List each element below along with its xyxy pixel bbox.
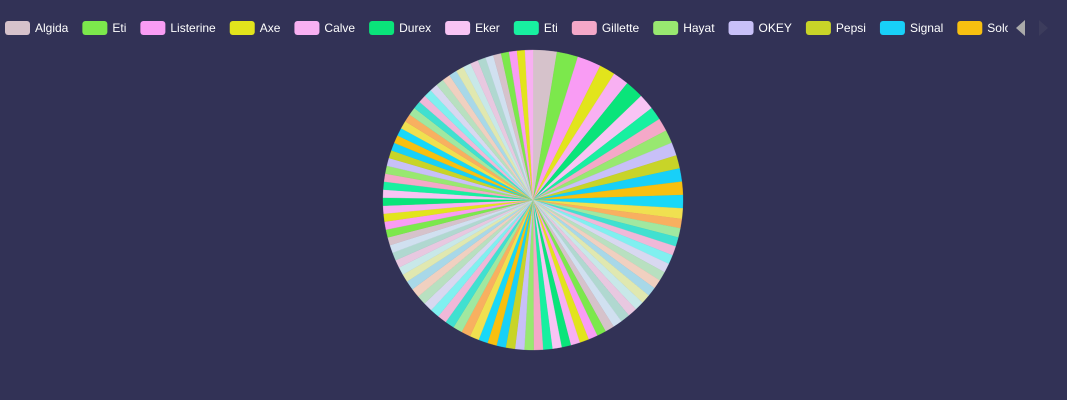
- legend-swatch: [805, 21, 831, 35]
- legend-label: Gillette: [602, 21, 640, 35]
- legend-label: Eti: [544, 21, 558, 35]
- legend-prev[interactable]: [1016, 20, 1025, 36]
- legend-label: Eker: [475, 21, 500, 35]
- legend-swatch: [294, 21, 320, 35]
- legend-swatch: [879, 21, 905, 35]
- legend-label: Signal: [910, 21, 943, 35]
- legend-next[interactable]: [1039, 20, 1048, 36]
- legend-label: Durex: [399, 21, 431, 35]
- legend-label: Solo: [987, 21, 1011, 35]
- legend-swatch: [513, 21, 539, 35]
- legend-swatch: [229, 21, 255, 35]
- legend-label: Z: [1055, 21, 1062, 35]
- legend-label: Listerine: [170, 21, 216, 35]
- legend-swatch: [82, 21, 108, 35]
- pie-slice: [524, 49, 534, 201]
- legend-swatch: [369, 21, 395, 35]
- legend-swatch: [140, 21, 166, 35]
- legend-label: Eti: [112, 21, 126, 35]
- legend-swatch: [653, 21, 679, 35]
- legend: Algida Eti Listerine Axe Calve Durex Eker Eti Gi…: [5, 21, 1062, 35]
- legend-swatch: [445, 21, 471, 35]
- legend-label: Pepsi: [836, 21, 866, 35]
- pie: [382, 49, 684, 351]
- legend-swatch: [957, 21, 983, 35]
- legend-swatch: [5, 21, 30, 35]
- legend-swatch: [571, 21, 597, 35]
- legend-label: OKEY: [759, 21, 792, 35]
- legend-label: Algida: [35, 21, 69, 35]
- legend-label: Axe: [260, 21, 281, 35]
- legend-swatch: [728, 21, 754, 35]
- legend-label: Calve: [324, 21, 355, 35]
- legend-label: Hayat: [683, 21, 715, 35]
